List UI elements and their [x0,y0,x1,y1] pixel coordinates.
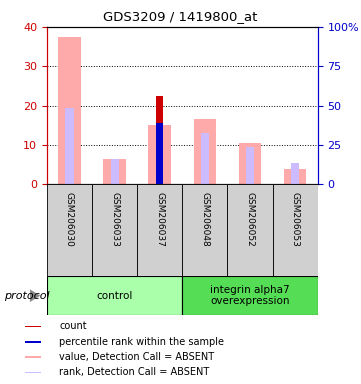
Bar [284,169,306,184]
Bar [25,341,40,343]
Text: rank, Detection Call = ABSENT: rank, Detection Call = ABSENT [59,367,209,377]
Text: integrin alpha7
overexpression: integrin alpha7 overexpression [210,285,290,306]
Text: GSM206037: GSM206037 [155,192,164,247]
Bar [58,37,81,184]
FancyBboxPatch shape [137,184,182,276]
Bar [156,96,163,184]
Bar [193,119,216,184]
Bar [25,372,40,373]
FancyBboxPatch shape [47,184,92,276]
Text: GSM206033: GSM206033 [110,192,119,247]
Bar [239,143,261,184]
Bar [103,159,126,184]
Bar [65,108,74,184]
Text: percentile rank within the sample: percentile rank within the sample [59,337,224,347]
Text: GSM206052: GSM206052 [245,192,255,247]
Text: GSM206053: GSM206053 [291,192,300,247]
Text: control: control [96,291,133,301]
Text: protocol: protocol [4,291,49,301]
Bar [148,125,171,184]
Bar [246,147,254,184]
Bar [291,163,299,184]
FancyBboxPatch shape [227,184,273,276]
FancyBboxPatch shape [92,184,137,276]
Text: GSM206048: GSM206048 [200,192,209,247]
Bar [156,123,163,184]
Bar [25,356,40,358]
Text: count: count [59,321,87,331]
FancyBboxPatch shape [182,276,318,315]
Bar [25,326,40,327]
Text: GDS3209 / 1419800_at: GDS3209 / 1419800_at [103,10,258,23]
Polygon shape [30,290,40,302]
Text: value, Detection Call = ABSENT: value, Detection Call = ABSENT [59,352,214,362]
Text: GSM206030: GSM206030 [65,192,74,247]
Bar [201,133,209,184]
FancyBboxPatch shape [273,184,318,276]
FancyBboxPatch shape [47,276,182,315]
FancyBboxPatch shape [182,184,227,276]
Bar [110,159,119,184]
